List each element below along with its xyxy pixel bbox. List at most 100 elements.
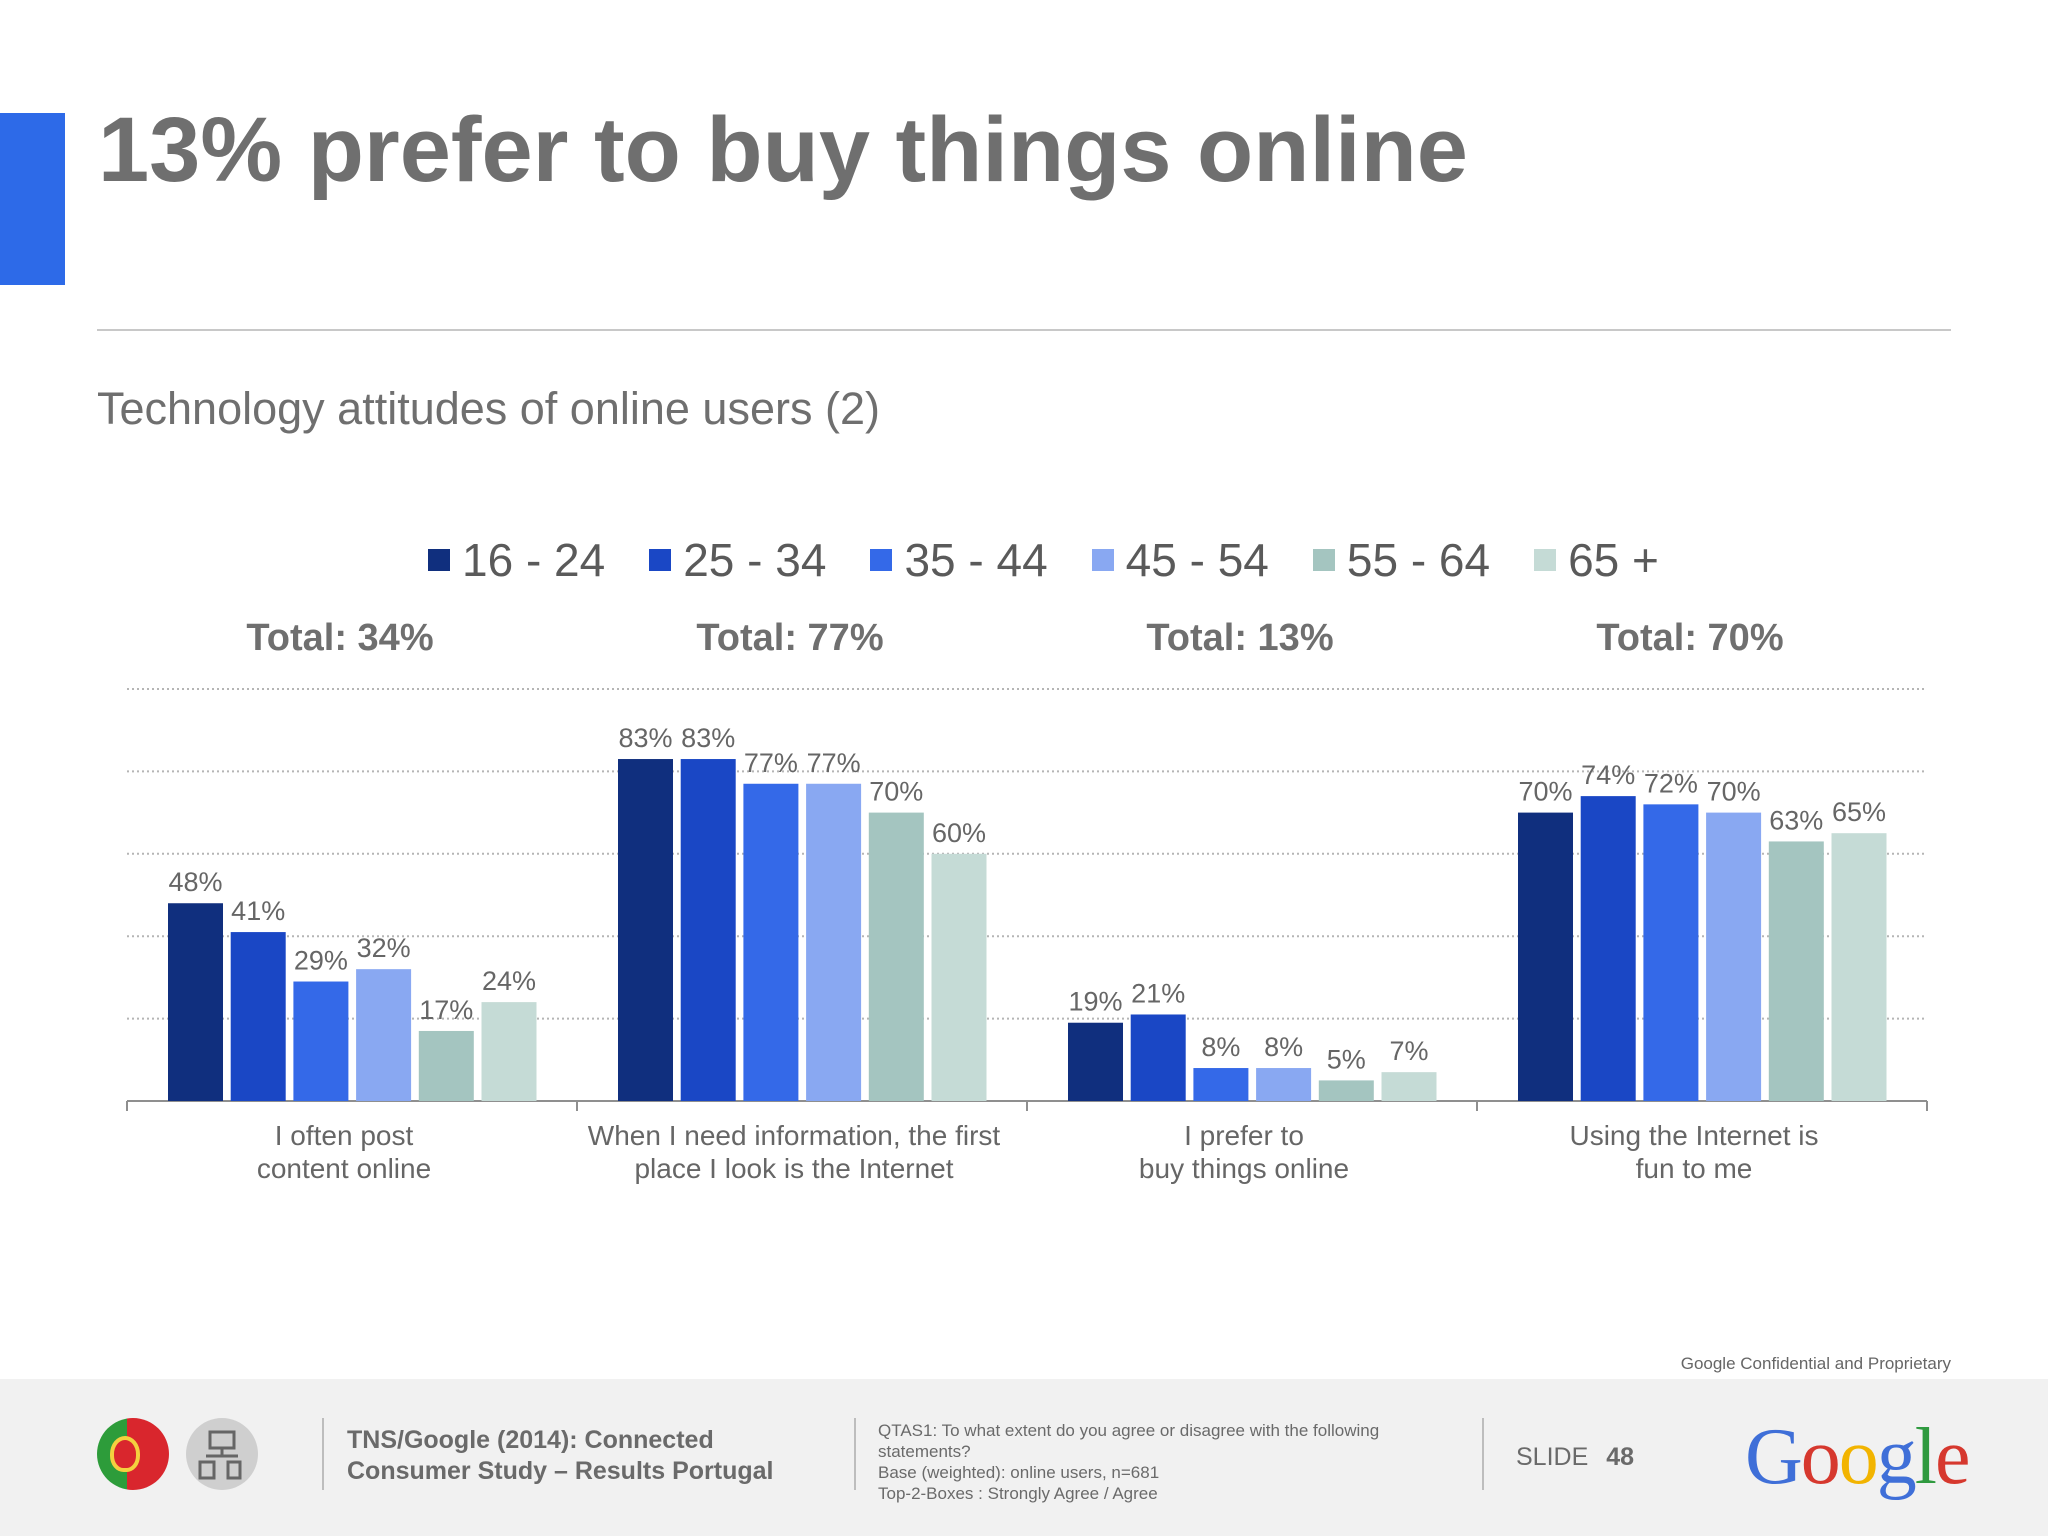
data-label: 17% — [419, 995, 473, 1025]
data-label: 8% — [1201, 1032, 1240, 1062]
legend-label: 16 - 24 — [462, 534, 606, 586]
bar — [1068, 1022, 1123, 1101]
google-logo: Google — [1745, 1412, 1971, 1502]
legend-swatch — [1091, 549, 1114, 571]
note-line: QTAS1: To what extent do you agree or di… — [878, 1421, 1380, 1440]
flag-seal-icon — [110, 1436, 140, 1472]
data-label: 77% — [744, 748, 798, 778]
logo-letter: o — [1838, 1413, 1879, 1501]
page-title: 13% prefer to buy things online — [98, 99, 1468, 201]
footer-separator — [1482, 1418, 1484, 1490]
note-line: Top-2-Boxes : Strongly Agree / Agree — [878, 1484, 1158, 1503]
group-total-label: Total: 70% — [1596, 617, 1783, 659]
legend-label: 65 + — [1568, 534, 1659, 586]
data-label: 8% — [1264, 1032, 1303, 1062]
note-line: Base (weighted): online users, n=681 — [878, 1463, 1160, 1482]
group-total-label: Total: 77% — [696, 617, 883, 659]
legend-item: 65 + — [1534, 533, 1659, 587]
slide-label: SLIDE — [1516, 1443, 1589, 1471]
question-note: QTAS1: To what extent do you agree or di… — [878, 1420, 1438, 1504]
confidential-notice: Google Confidential and Proprietary — [1680, 1354, 1951, 1373]
category-label: buy things online — [1139, 1153, 1349, 1184]
legend-label: 25 - 34 — [683, 534, 827, 586]
accent-bar — [0, 113, 65, 285]
data-label: 65% — [1832, 797, 1886, 827]
group-total-label: Total: 34% — [246, 617, 433, 659]
legend-swatch — [1534, 549, 1557, 571]
data-label: 48% — [168, 867, 222, 897]
data-label: 19% — [1068, 987, 1122, 1017]
legend-item: 35 - 44 — [870, 533, 1048, 587]
bar — [618, 759, 673, 1101]
data-label: 83% — [681, 723, 735, 753]
data-label: 74% — [1581, 760, 1635, 790]
logo-letter: G — [1745, 1413, 1803, 1501]
data-label: 63% — [1769, 805, 1823, 835]
bar — [868, 812, 924, 1101]
bar — [680, 759, 736, 1101]
bar — [1580, 796, 1636, 1101]
legend-item: 55 - 64 — [1312, 533, 1491, 587]
data-label: 83% — [618, 723, 672, 753]
legend-swatch — [1312, 549, 1335, 571]
bar — [1256, 1068, 1312, 1101]
bar — [1768, 841, 1824, 1101]
bar — [230, 932, 286, 1101]
category-label: I prefer to — [1184, 1120, 1304, 1151]
bar — [743, 783, 799, 1101]
group-total-label: Total: 13% — [1146, 617, 1333, 659]
source-line: TNS/Google (2014): Connected — [347, 1426, 714, 1454]
data-label: 60% — [932, 818, 986, 848]
devices-icon — [186, 1418, 258, 1490]
bar — [418, 1030, 474, 1101]
legend-label: 45 - 54 — [1125, 534, 1269, 586]
logo-letter: l — [1914, 1413, 1937, 1501]
source-line: Consumer Study – Results Portugal — [347, 1457, 774, 1485]
footer-bar — [0, 1379, 2048, 1536]
data-label: 21% — [1131, 978, 1185, 1008]
bar — [481, 1002, 537, 1101]
category-label: I often post — [275, 1120, 414, 1151]
note-line: statements? — [878, 1442, 971, 1461]
data-label: 29% — [294, 946, 348, 976]
slide-number: 48 — [1606, 1443, 1635, 1471]
data-label: 5% — [1327, 1044, 1366, 1074]
data-label: 41% — [231, 896, 285, 926]
legend-swatch — [870, 549, 893, 571]
legend-item: 45 - 54 — [1091, 533, 1269, 587]
logo-letter: o — [1800, 1413, 1841, 1501]
bar — [1643, 804, 1699, 1101]
bar — [293, 981, 349, 1101]
data-label: 7% — [1389, 1036, 1428, 1066]
category-label: When I need information, the first — [588, 1120, 1001, 1151]
bar — [1706, 812, 1762, 1101]
category-label: fun to me — [1636, 1153, 1753, 1184]
legend-label: 35 - 44 — [904, 534, 1048, 586]
data-label: 70% — [1707, 777, 1761, 807]
data-label: 77% — [807, 748, 861, 778]
bar — [806, 783, 862, 1101]
logo-letter: e — [1935, 1413, 1970, 1501]
legend-item: 16 - 24 — [428, 533, 605, 587]
legend-swatch — [649, 549, 672, 571]
bar — [356, 969, 412, 1101]
category-label: place I look is the Internet — [634, 1153, 953, 1184]
logo-letter: g — [1876, 1413, 1917, 1501]
slide-indicator: SLIDE 48 — [1516, 1443, 1634, 1472]
bar-chart: Total: 34% 48% 41% 29% 32% 17% 24% I often post… — [126, 617, 1928, 1184]
data-label: 24% — [482, 966, 536, 996]
bar — [1831, 833, 1887, 1101]
data-label: 70% — [1518, 777, 1572, 807]
data-label: 72% — [1644, 768, 1698, 798]
bar — [1381, 1072, 1437, 1101]
data-label: 32% — [357, 933, 411, 963]
category-label: content online — [257, 1153, 431, 1184]
chart-legend: 16 - 24 25 - 34 35 - 44 45 - 54 55 - 64 65 + — [428, 530, 1703, 590]
title-divider — [97, 329, 1951, 331]
bar — [1518, 812, 1573, 1101]
bar — [931, 853, 987, 1101]
category-label: Using the Internet is — [1569, 1120, 1818, 1151]
bar — [1193, 1068, 1249, 1101]
bar — [1318, 1080, 1374, 1101]
legend-label: 55 - 64 — [1346, 534, 1491, 586]
